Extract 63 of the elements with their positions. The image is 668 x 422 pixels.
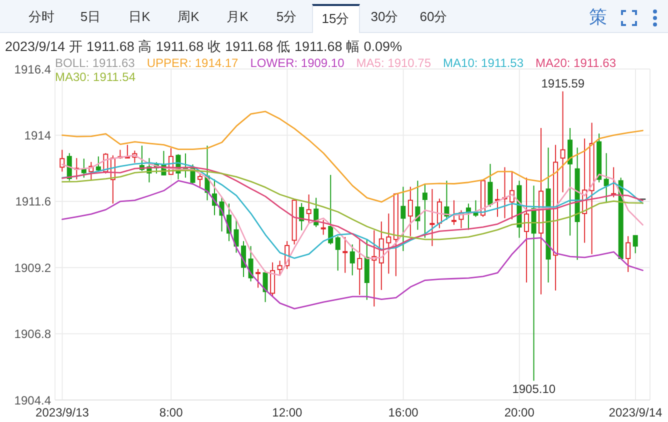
candlestick xyxy=(328,174,334,245)
candlestick xyxy=(299,202,304,231)
candlestick xyxy=(400,186,406,252)
candlestick xyxy=(314,197,319,228)
candlestick xyxy=(386,213,392,274)
text: 30分 xyxy=(370,8,400,26)
candlestick xyxy=(277,260,282,276)
annotation: 1905.10 xyxy=(512,382,556,396)
text: MA30: 1911.54 xyxy=(55,70,136,84)
candlestick xyxy=(488,163,493,208)
chart-title: 2023/9/14 开 1911.68 高 1911.68 收 1911.68 低 1911.68 幅 0.09% xyxy=(5,39,402,54)
text: MA10: 1911.53 xyxy=(443,56,524,70)
candlestick xyxy=(350,244,355,276)
y-tick-label: 1911.6 xyxy=(15,194,52,209)
text: MA5: 1910.75 xyxy=(356,56,432,70)
candlestick xyxy=(524,177,530,283)
candlestick xyxy=(422,184,428,238)
text: 策 xyxy=(589,7,607,27)
candlestick xyxy=(256,268,261,288)
text: LOWER: 1909.10 xyxy=(250,56,344,70)
y-tick-label: 1916.4 xyxy=(14,62,52,76)
y-tick-label: 1909.2 xyxy=(14,260,52,275)
candlestick xyxy=(248,246,254,282)
candlestick xyxy=(568,128,573,236)
candlestick xyxy=(60,149,65,172)
x-tick-label: 2023/9/13 xyxy=(36,406,90,420)
text: MA20: 1911.63 xyxy=(536,56,616,70)
line-series xyxy=(62,110,644,203)
annotation: BOLL: 1911.63 xyxy=(55,56,135,70)
y-tick-label: 1914 xyxy=(24,128,52,142)
text: 月K xyxy=(226,8,250,26)
candlestick xyxy=(335,236,340,272)
candlestick xyxy=(306,194,312,224)
text: UPPER: 1914.17 xyxy=(146,56,238,70)
candlestick xyxy=(270,262,276,298)
candlestick xyxy=(430,188,435,247)
candlestick xyxy=(560,90,566,193)
x-tick-label: 2023/9/14 xyxy=(608,406,663,420)
y-tick-label: 1904.4 xyxy=(14,393,52,408)
candlestick xyxy=(408,186,413,237)
x-tick-label: 16:00 xyxy=(388,406,419,420)
candlestick xyxy=(632,235,638,254)
candlestick xyxy=(357,238,362,296)
candlestick xyxy=(197,174,202,188)
candlestick xyxy=(96,156,101,172)
x-tick-label: 20:00 xyxy=(504,406,535,420)
candlestick xyxy=(81,158,86,178)
text: 5日 xyxy=(79,8,102,26)
candlestick xyxy=(234,219,239,254)
candlestick xyxy=(451,200,456,226)
text: 日K xyxy=(128,8,152,26)
x-tick-label: 8:00 xyxy=(159,406,184,420)
text: 60分 xyxy=(418,8,448,26)
candlestick xyxy=(342,236,348,274)
text: 分时 xyxy=(28,8,56,26)
text: 周K xyxy=(176,8,200,26)
candlestick xyxy=(604,152,609,204)
x-tick-label: 12:00 xyxy=(272,406,303,420)
candlestick xyxy=(320,219,326,236)
candlestick xyxy=(626,236,631,273)
y-tick-label: 1906.8 xyxy=(14,327,52,342)
text: 5分 xyxy=(275,8,298,26)
annotation: 1915.59 xyxy=(541,76,585,90)
